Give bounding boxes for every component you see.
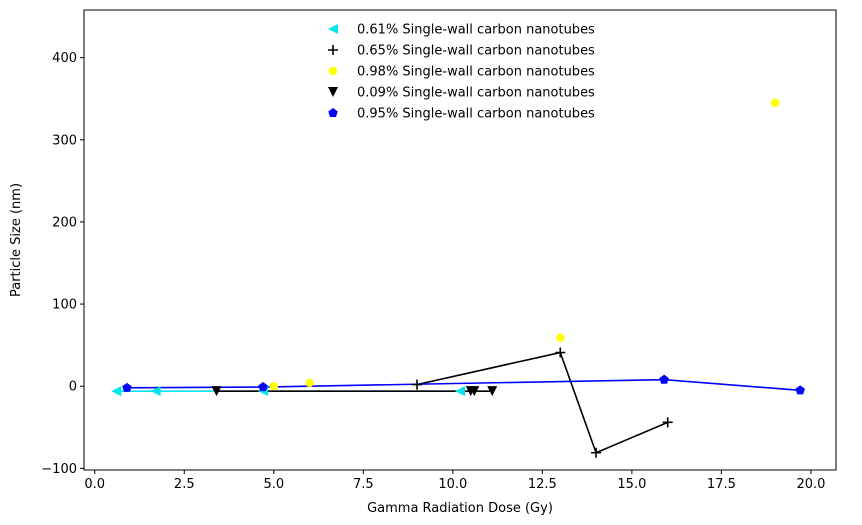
plot-frame (83, 9, 837, 471)
x-axis-label: Gamma Radiation Dose (Gy) (367, 501, 553, 516)
x-tick-label: 12.5 (528, 477, 557, 492)
plot-area (111, 98, 805, 458)
y-tick-label: 0 (69, 380, 77, 395)
legend-marker-2 (328, 66, 338, 76)
data-point-2-1 (305, 378, 314, 388)
data-point-0-0 (111, 386, 122, 397)
x-tick-label: 0.0 (84, 477, 105, 492)
series-line-4 (126, 378, 801, 392)
data-point-3-2 (469, 386, 480, 397)
axes: 0.0 2.5 5.0 7.5 10.0 12.5 15.0 17.5 20.0 −100 0 100… (41, 9, 837, 492)
x-tick-label: 2.5 (174, 477, 195, 492)
data-point-2-3 (770, 98, 780, 108)
legend-marker-0 (328, 24, 338, 34)
legend-marker-3 (328, 87, 338, 97)
series-line-1 (416, 351, 669, 454)
y-tick-label: 100 (52, 298, 77, 313)
x-tick-label: 15.0 (617, 477, 646, 492)
legend-marker-1 (328, 45, 338, 55)
data-point-1-2 (591, 447, 602, 458)
data-point-3-0 (211, 386, 222, 397)
legend-label-3: 0.09% Single-wall carbon nanotubes (357, 86, 595, 101)
data-point-2-0 (269, 382, 278, 391)
y-tick-label: −100 (41, 462, 77, 477)
data-point-4-0 (122, 382, 132, 392)
legend-label-4: 0.95% Single-wall carbon nanotubes (357, 107, 595, 122)
legend-label-1: 0.65% Single-wall carbon nanotubes (357, 44, 595, 59)
legend-label-0: 0.61% Single-wall carbon nanotubes (357, 23, 595, 38)
data-point-2-2 (556, 333, 565, 342)
y-axis-label: Particle Size (nm) (9, 183, 24, 297)
data-point-1-1 (555, 347, 566, 358)
data-point-3-3 (487, 386, 498, 397)
y-tick-label: 300 (52, 133, 77, 148)
data-point-1-3 (662, 417, 673, 428)
data-point-1-0 (412, 379, 423, 390)
x-tick-label: 5.0 (263, 477, 284, 492)
x-tick-label: 17.5 (707, 477, 736, 492)
legend-label-2: 0.98% Single-wall carbon nanotubes (357, 65, 595, 80)
legend: 0.61% Single-wall carbon nanotubes 0.65% … (328, 23, 595, 122)
data-point-0-3 (455, 386, 465, 397)
x-tick-label: 7.5 (353, 477, 374, 492)
data-point-4-1 (258, 382, 268, 392)
y-tick-label: 400 (52, 51, 77, 66)
data-point-4-3 (795, 385, 805, 395)
legend-marker-4 (328, 108, 338, 118)
data-point-0-1 (150, 386, 161, 397)
data-point-4-2 (659, 374, 669, 384)
y-tick-label: 200 (52, 215, 77, 230)
x-tick-label: 20.0 (796, 477, 825, 492)
x-tick-label: 10.0 (438, 477, 467, 492)
